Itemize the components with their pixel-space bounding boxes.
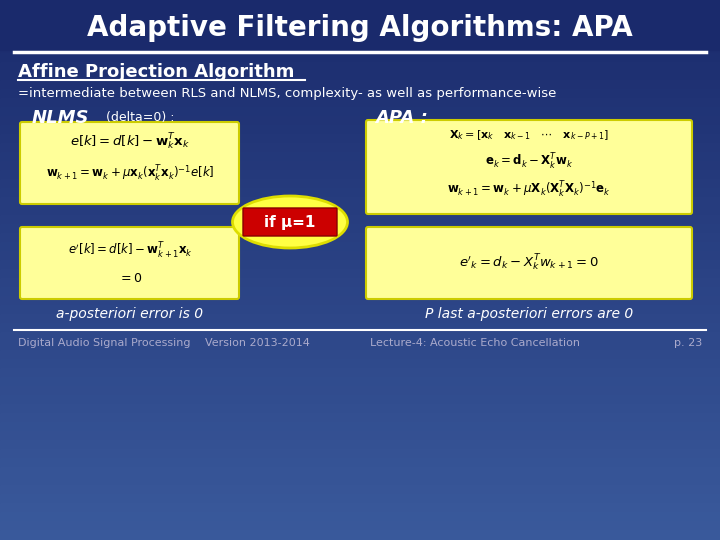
Bar	[0, 359, 720, 369]
Bar	[0, 323, 720, 333]
Bar	[0, 44, 720, 54]
Bar	[0, 512, 720, 522]
Bar	[0, 98, 720, 108]
Bar	[0, 125, 720, 135]
Bar	[0, 431, 720, 441]
Text: $e'_k = d_k - X_k^T w_{k+1} = 0$: $e'_k = d_k - X_k^T w_{k+1} = 0$	[459, 253, 599, 273]
Text: =intermediate between RLS and NLMS, complexity- as well as performance-wise: =intermediate between RLS and NLMS, comp…	[18, 86, 557, 99]
Bar	[0, 71, 720, 81]
Bar	[0, 485, 720, 495]
Bar	[0, 458, 720, 468]
Text: Version 2013-2014: Version 2013-2014	[205, 338, 310, 348]
Text: Digital Audio Signal Processing: Digital Audio Signal Processing	[18, 338, 191, 348]
Bar	[0, 116, 720, 126]
Bar	[0, 152, 720, 162]
Bar	[0, 170, 720, 180]
Bar	[0, 278, 720, 288]
Bar	[0, 107, 720, 117]
Text: Lecture-4: Acoustic Echo Cancellation: Lecture-4: Acoustic Echo Cancellation	[370, 338, 580, 348]
Bar	[0, 17, 720, 27]
Bar	[0, 242, 720, 252]
Bar	[0, 269, 720, 279]
Bar	[0, 368, 720, 378]
Bar	[0, 314, 720, 324]
Bar	[0, 143, 720, 153]
Bar	[0, 287, 720, 297]
Bar	[0, 413, 720, 423]
Bar	[0, 503, 720, 513]
Bar	[0, 476, 720, 486]
Bar	[0, 467, 720, 477]
Text: $\mathbf{w}_{k+1} = \mathbf{w}_k + \mu \mathbf{x}_k (\mathbf{x}_k^T \mathbf{x}_k: $\mathbf{w}_{k+1} = \mathbf{w}_k + \mu \…	[46, 164, 215, 184]
Bar	[0, 530, 720, 540]
FancyBboxPatch shape	[20, 122, 239, 204]
Text: $e'[k] = d[k] - \mathbf{w}_{k+1}^T \mathbf{x}_k$: $e'[k] = d[k] - \mathbf{w}_{k+1}^T \math…	[68, 241, 192, 261]
Text: $= 0$: $= 0$	[118, 272, 143, 285]
Bar	[0, 494, 720, 504]
Bar	[0, 206, 720, 216]
Bar	[0, 377, 720, 387]
Bar	[0, 422, 720, 432]
Text: P last a-posteriori errors are 0: P last a-posteriori errors are 0	[425, 307, 633, 321]
Bar	[0, 224, 720, 234]
Bar	[0, 332, 720, 342]
Bar	[0, 215, 720, 225]
Bar	[0, 350, 720, 360]
Bar	[0, 0, 720, 9]
Bar	[0, 521, 720, 531]
Bar	[0, 179, 720, 189]
Bar	[0, 53, 720, 63]
Bar	[0, 341, 720, 351]
Bar	[0, 251, 720, 261]
Text: $e[k] = d[k] - \mathbf{w}_k^T \mathbf{x}_k$: $e[k] = d[k] - \mathbf{w}_k^T \mathbf{x}…	[70, 132, 190, 152]
Text: APA :: APA :	[375, 109, 428, 127]
Bar	[0, 89, 720, 99]
Bar	[0, 296, 720, 306]
Bar	[0, 26, 720, 36]
Text: Adaptive Filtering Algorithms: APA: Adaptive Filtering Algorithms: APA	[87, 14, 633, 42]
Bar	[0, 197, 720, 207]
Bar	[0, 8, 720, 18]
Bar	[0, 395, 720, 405]
Text: if μ=1: if μ=1	[264, 214, 315, 230]
Bar	[0, 233, 720, 243]
Bar	[0, 404, 720, 414]
Bar	[0, 0, 720, 50]
Text: $\mathbf{X}_k = [\mathbf{x}_k \quad \mathbf{x}_{k-1} \quad \cdots \quad \mathbf{: $\mathbf{X}_k = [\mathbf{x}_k \quad \mat…	[449, 128, 609, 142]
Text: $\mathbf{e}_k = \mathbf{d}_k - \mathbf{X}_k^T \mathbf{w}_k$: $\mathbf{e}_k = \mathbf{d}_k - \mathbf{X…	[485, 152, 573, 172]
Bar	[0, 260, 720, 270]
Bar	[0, 62, 720, 72]
FancyBboxPatch shape	[366, 227, 692, 299]
Bar	[0, 134, 720, 144]
Ellipse shape	[233, 196, 348, 248]
Bar	[0, 35, 720, 45]
Text: Affine Projection Algorithm: Affine Projection Algorithm	[18, 63, 294, 81]
FancyBboxPatch shape	[243, 208, 337, 236]
Bar	[0, 188, 720, 198]
Bar	[0, 386, 720, 396]
Text: NLMS: NLMS	[32, 109, 89, 127]
Text: (delta=0) :: (delta=0) :	[102, 111, 174, 125]
Bar	[0, 449, 720, 459]
Text: $\mathbf{w}_{k+1} = \mathbf{w}_k + \mu \mathbf{X}_k (\mathbf{X}_k^T \mathbf{X}_k: $\mathbf{w}_{k+1} = \mathbf{w}_k + \mu \…	[447, 180, 611, 200]
Bar	[0, 440, 720, 450]
Text: p. 23: p. 23	[674, 338, 702, 348]
Bar	[0, 80, 720, 90]
Text: a-posteriori error is 0: a-posteriori error is 0	[56, 307, 204, 321]
FancyBboxPatch shape	[20, 227, 239, 299]
FancyBboxPatch shape	[366, 120, 692, 214]
Bar	[0, 161, 720, 171]
Bar	[0, 305, 720, 315]
